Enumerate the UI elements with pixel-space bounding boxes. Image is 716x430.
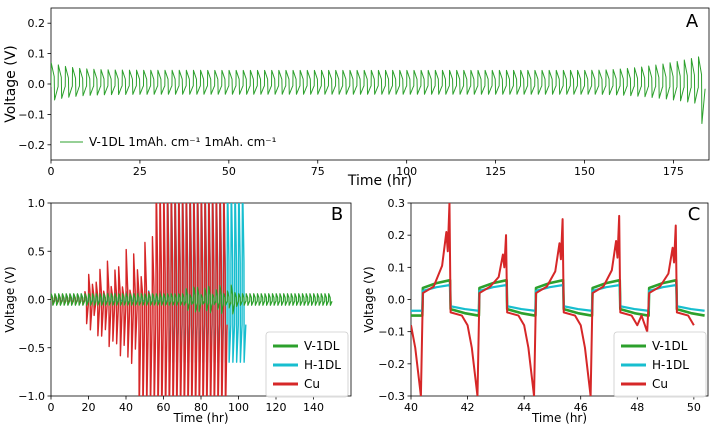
legend-entry: Cu	[304, 377, 320, 391]
y-tick-label: −0.2	[378, 358, 405, 371]
legend-entry: V-1DL	[652, 339, 688, 353]
y-tick-label: −0.1	[378, 326, 405, 339]
x-tick-label: 44	[517, 401, 531, 414]
x-axis-label: Time (hr)	[347, 173, 412, 189]
x-tick-label: 75	[311, 165, 325, 178]
y-tick-label: 0.5	[28, 245, 46, 258]
x-tick-label: 20	[82, 401, 96, 414]
panel-letter: B	[331, 204, 343, 225]
x-tick-label: 80	[194, 401, 208, 414]
x-tick-label: 25	[133, 165, 147, 178]
legend	[613, 331, 707, 398]
panel-letter: A	[686, 11, 699, 32]
legend-entry: H-1DL	[304, 358, 341, 372]
x-tick-label: 48	[630, 401, 644, 414]
x-tick-label: 120	[266, 401, 287, 414]
series-cu	[411, 203, 695, 396]
y-tick-label: 0.0	[388, 294, 406, 307]
x-tick-label: 50	[687, 401, 701, 414]
x-tick-label: 40	[119, 401, 133, 414]
x-tick-label: 100	[228, 401, 249, 414]
y-tick-label: 0.2	[388, 229, 406, 242]
x-tick-label: 175	[663, 165, 684, 178]
panel-b: 0 20 40 60 80 100 120 140 −1.0 −0.5 0.0 0.5 1.0 Time …	[3, 197, 352, 425]
x-tick-label: 0	[48, 401, 55, 414]
y-tick-label: 0.0	[28, 294, 46, 307]
y-axis-label: Voltage (V)	[3, 45, 19, 122]
x-tick-label: 140	[303, 401, 324, 414]
y-tick-label: 0.3	[388, 197, 406, 210]
x-tick-label: 100	[396, 165, 417, 178]
y-tick-label: 1.0	[28, 197, 46, 210]
panel-a: 0 25 50 75 100 125 150 175 −0.2 −0.1 0.0 0.1 0.2 Time…	[3, 7, 710, 189]
x-axis-label: Time (hr)	[172, 411, 228, 425]
legend-entry: V-1DL	[304, 339, 340, 353]
y-axis-label: Voltage (V)	[362, 266, 376, 332]
y-tick-label: 0.1	[28, 48, 46, 61]
series-v-1dl	[51, 56, 706, 125]
series-h-1dl	[411, 283, 705, 312]
y-tick-label: 0.2	[28, 17, 46, 30]
y-tick-label: −1.0	[18, 390, 45, 403]
y-tick-label: 0.0	[28, 78, 46, 91]
x-tick-label: 50	[222, 165, 236, 178]
x-tick-label: 46	[574, 401, 588, 414]
y-tick-label: −0.1	[18, 108, 45, 121]
panel-c: 40 42 44 46 48 50 −0.3 −0.2 −0.1 0.0 0.1 0.2 0.3 Time…	[362, 197, 709, 425]
y-axis-label: Voltage (V)	[3, 266, 17, 332]
x-tick-label: 0	[48, 165, 55, 178]
legend-entry: H-1DL	[652, 358, 689, 372]
x-axis-label: Time (hr)	[531, 411, 587, 425]
x-tick-label: 40	[404, 401, 418, 414]
legend	[265, 331, 349, 398]
x-tick-label: 42	[461, 401, 475, 414]
y-tick-label: −0.3	[378, 390, 405, 403]
legend-entry: V-1DL 1mAh. cm⁻¹ 1mAh. cm⁻¹	[89, 135, 277, 149]
series-v-1dl	[51, 284, 333, 315]
y-tick-label: 0.1	[388, 261, 406, 274]
x-tick-label: 60	[157, 401, 171, 414]
y-tick-label: −0.5	[18, 342, 45, 355]
x-tick-label: 125	[485, 165, 506, 178]
x-tick-label: 150	[574, 165, 595, 178]
panel-letter: C	[688, 204, 701, 225]
y-tick-label: −0.2	[18, 139, 45, 152]
legend-entry: Cu	[652, 377, 668, 391]
